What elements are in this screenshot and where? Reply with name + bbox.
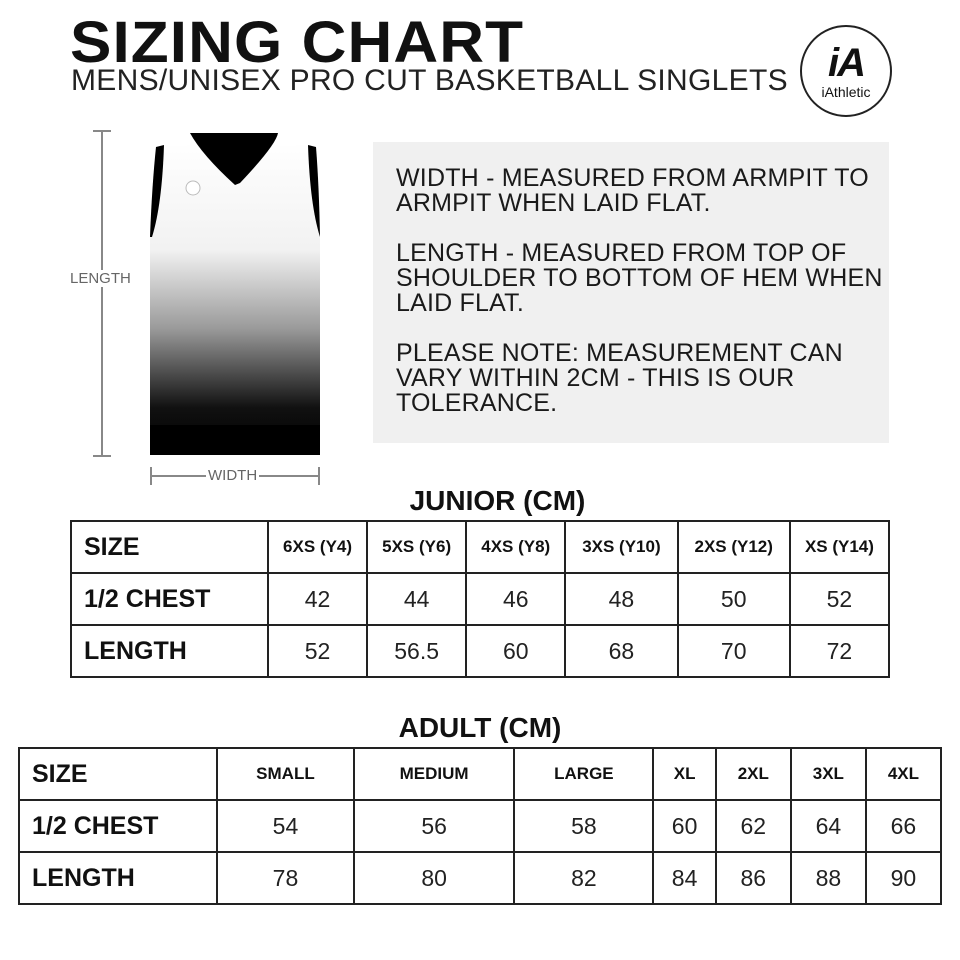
adult-size-table: SIZE SMALL MEDIUM LARGE XL 2XL 3XL 4XL 1/2 CHEST… (18, 747, 943, 905)
row-label: 1/2 CHEST (18, 799, 218, 853)
table-cell: 90 (864, 851, 943, 905)
table-row: 1/2 CHEST 42 44 46 48 50 52 (70, 572, 891, 626)
size-header: SIZE (70, 520, 269, 574)
size-column-header: 2XL (714, 747, 792, 801)
table-cell: 54 (216, 799, 355, 853)
table-cell: 42 (266, 572, 369, 626)
logo-word: iAthletic (821, 84, 871, 100)
size-column-header: 3XL (789, 747, 867, 801)
row-label: LENGTH (18, 851, 218, 905)
table-cell: 80 (352, 851, 516, 905)
width-note: WIDTH - MEASURED FROM ARMPIT TO ARMPIT W… (396, 164, 869, 217)
size-column-header: SMALL (216, 747, 355, 801)
table-cell: 70 (676, 624, 791, 678)
size-column-header: 5XS (Y6) (366, 520, 468, 574)
table-cell: 62 (714, 799, 792, 853)
table-cell: 60 (652, 799, 717, 853)
jersey-logo-icon (185, 180, 201, 196)
table-row: LENGTH 78 80 82 84 86 88 90 (18, 851, 943, 905)
width-label: WIDTH (206, 467, 260, 484)
table-cell: 68 (564, 624, 679, 678)
table-cell: 66 (864, 799, 943, 853)
table-cell: 52 (266, 624, 369, 678)
page-title: SIZING CHART (70, 10, 525, 75)
table-cell: 64 (789, 799, 867, 853)
logo-mark: iA (828, 41, 866, 85)
junior-title: JUNIOR (CM) (409, 485, 586, 516)
size-column-header: 3XS (Y10) (564, 520, 679, 574)
table-cell: 84 (652, 851, 717, 905)
table-cell: 78 (216, 851, 355, 905)
row-label: LENGTH (70, 624, 269, 678)
table-cell: 48 (564, 572, 679, 626)
table-cell: 56.5 (366, 624, 468, 678)
size-column-header: XL (652, 747, 717, 801)
table-cell: 82 (513, 851, 655, 905)
table-cell: 44 (366, 572, 468, 626)
page-subtitle: MENS/UNISEX PRO CUT BASKETBALL SINGLETS (71, 64, 788, 97)
jersey-shape (150, 139, 320, 455)
iathletic-logo: iA iAthletic (800, 25, 892, 117)
table-cell: 86 (714, 851, 792, 905)
tolerance-note: PLEASE NOTE: MEASUREMENT CAN VARY WITHIN… (396, 339, 843, 417)
size-column-header: MEDIUM (352, 747, 516, 801)
table-cell: 46 (465, 572, 567, 626)
table-cell: 88 (789, 851, 867, 905)
table-header-row: SIZE 6XS (Y4) 5XS (Y6) 4XS (Y8) 3XS (Y10) 2XS… (70, 520, 891, 574)
table-row: 1/2 CHEST 54 56 58 60 62 64 66 (18, 799, 943, 853)
table-cell: 50 (676, 572, 791, 626)
table-header-row: SIZE SMALL MEDIUM LARGE XL 2XL 3XL 4XL (18, 747, 943, 801)
size-column-header: 4XL (864, 747, 943, 801)
jersey-collar (190, 133, 278, 185)
length-dimension-line (93, 130, 111, 457)
row-label: 1/2 CHEST (70, 572, 269, 626)
table-row: LENGTH 52 56.5 60 68 70 72 (70, 624, 891, 678)
size-column-header: 4XS (Y8) (465, 520, 567, 574)
size-column-header: XS (Y14) (788, 520, 891, 574)
table-cell: 52 (788, 572, 891, 626)
length-note: LENGTH - MEASURED FROM TOP OF SHOULDER T… (396, 239, 883, 317)
measurement-notes: WIDTH - MEASURED FROM ARMPIT TO ARMPIT W… (373, 142, 889, 443)
size-column-header: 6XS (Y4) (266, 520, 369, 574)
jersey-diagram (93, 130, 320, 485)
adult-title: ADULT (CM) (398, 712, 562, 743)
table-cell: 56 (352, 799, 516, 853)
table-cell: 60 (465, 624, 567, 678)
size-column-header: LARGE (513, 747, 655, 801)
size-column-header: 2XS (Y12) (676, 520, 791, 574)
size-header: SIZE (18, 747, 218, 801)
table-cell: 58 (513, 799, 655, 853)
length-label: LENGTH (68, 270, 133, 287)
junior-size-table: SIZE 6XS (Y4) 5XS (Y6) 4XS (Y8) 3XS (Y10) 2XS… (70, 520, 891, 678)
table-cell: 72 (788, 624, 891, 678)
